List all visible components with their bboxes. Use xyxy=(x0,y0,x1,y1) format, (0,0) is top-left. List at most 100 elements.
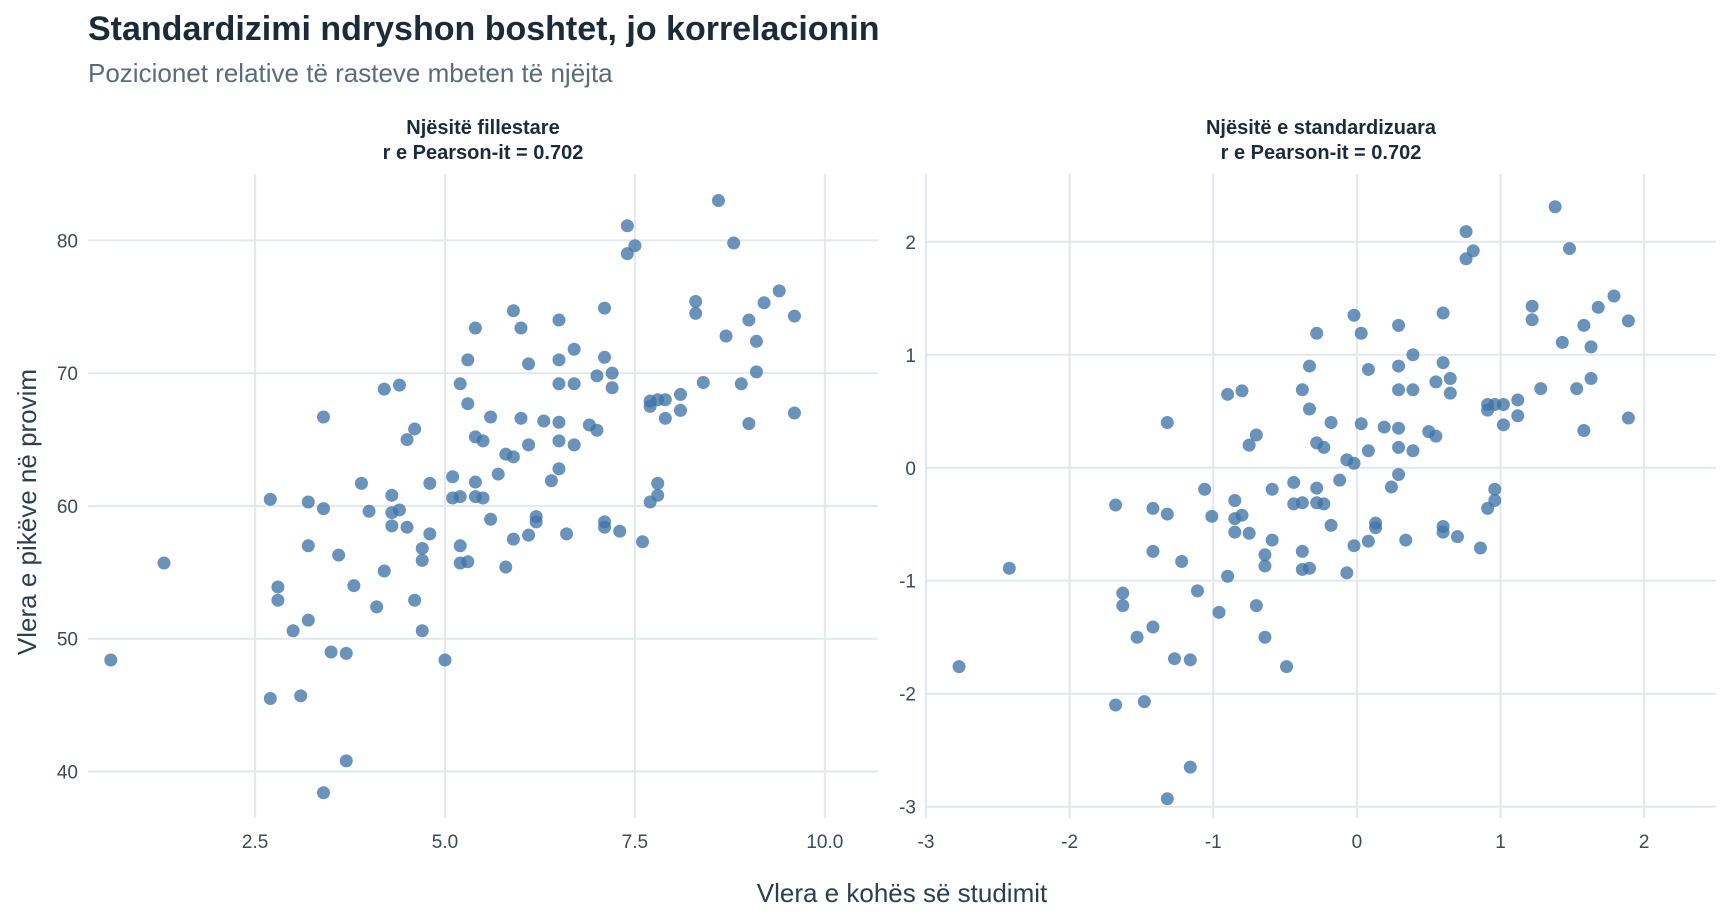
data-point xyxy=(332,548,346,562)
data-point xyxy=(104,653,118,667)
data-point xyxy=(1459,225,1473,239)
data-point xyxy=(1347,456,1361,470)
data-point xyxy=(1392,421,1406,435)
data-point xyxy=(1488,482,1502,496)
data-point xyxy=(1303,402,1317,416)
data-point xyxy=(1384,480,1398,494)
data-point xyxy=(757,296,771,310)
data-point xyxy=(1525,299,1539,313)
data-point xyxy=(772,284,786,298)
panel-standardized-grid xyxy=(925,174,1716,818)
data-point xyxy=(567,377,581,391)
data-point xyxy=(415,541,429,555)
y-tick-label: 2 xyxy=(905,233,916,254)
data-point xyxy=(719,329,733,343)
data-point xyxy=(263,492,277,506)
data-point xyxy=(1324,416,1338,430)
data-point xyxy=(1525,313,1539,327)
data-point xyxy=(1130,630,1144,644)
data-point xyxy=(749,365,763,379)
data-point xyxy=(1303,561,1317,575)
data-point xyxy=(514,411,528,425)
data-point xyxy=(1310,326,1324,340)
data-point xyxy=(1621,411,1635,425)
data-point xyxy=(1258,559,1272,573)
panel-standardized-x-ticks: -3 -2 -1 0 1 2 xyxy=(918,832,1650,853)
data-point xyxy=(787,309,801,323)
data-point xyxy=(674,403,687,417)
data-point xyxy=(749,334,763,348)
data-point xyxy=(1591,300,1605,314)
data-point xyxy=(1570,382,1584,396)
data-point xyxy=(1183,760,1197,774)
data-point xyxy=(1436,525,1450,539)
panel-standardized-y-ticks: -3 -2 -1 0 1 2 xyxy=(899,233,916,819)
data-point xyxy=(1280,660,1294,674)
data-point xyxy=(1406,444,1420,458)
data-point xyxy=(1160,792,1174,806)
data-point xyxy=(567,438,581,452)
data-point xyxy=(392,378,406,392)
data-point xyxy=(484,410,498,424)
data-point xyxy=(1333,473,1347,487)
data-point xyxy=(1429,429,1443,443)
data-point xyxy=(1340,566,1354,580)
data-point xyxy=(1436,306,1450,320)
data-point xyxy=(1109,498,1123,512)
data-point xyxy=(1496,418,1510,432)
data-point xyxy=(347,579,361,593)
data-point xyxy=(560,527,574,541)
data-point xyxy=(1354,417,1368,431)
panel-original-title: Njësitë fillestare xyxy=(406,117,559,139)
data-point xyxy=(499,560,513,574)
data-point xyxy=(1621,314,1635,328)
data-point xyxy=(552,462,566,476)
data-point xyxy=(1221,387,1235,401)
data-point xyxy=(423,527,437,541)
data-point xyxy=(1584,371,1598,385)
x-tick-label: 10.0 xyxy=(806,832,843,853)
data-point xyxy=(157,556,171,570)
data-point xyxy=(711,194,725,208)
data-point xyxy=(1160,507,1174,521)
data-point xyxy=(301,613,315,627)
data-point xyxy=(529,515,543,529)
data-point xyxy=(1198,482,1212,496)
data-point xyxy=(400,433,414,447)
data-point xyxy=(1548,200,1562,214)
data-point xyxy=(567,342,581,356)
data-point xyxy=(1377,420,1391,434)
x-tick-label: 2.5 xyxy=(242,832,268,853)
data-point xyxy=(438,653,452,667)
data-point xyxy=(506,304,520,318)
data-point xyxy=(1392,440,1406,454)
data-point xyxy=(1205,509,1219,523)
panel-standardized-title: Njësitë e standardizuara xyxy=(1206,117,1437,139)
data-point xyxy=(651,488,665,502)
data-point xyxy=(1287,475,1301,489)
data-point xyxy=(1183,653,1197,667)
data-point xyxy=(1429,375,1443,389)
data-point xyxy=(605,381,619,395)
data-point xyxy=(1347,539,1361,553)
data-point xyxy=(1258,630,1272,644)
panel-original: Njësitë fillestare r e Pearson-it = 0.70… xyxy=(57,117,878,853)
data-point xyxy=(522,438,536,452)
data-point xyxy=(301,539,315,553)
y-tick-label: 70 xyxy=(57,364,78,385)
data-point xyxy=(1317,497,1331,511)
x-tick-label: 5.0 xyxy=(432,832,458,853)
data-point xyxy=(605,366,619,380)
data-point xyxy=(461,353,475,367)
data-point xyxy=(552,353,566,367)
data-point xyxy=(636,535,650,549)
data-point xyxy=(1116,599,1130,613)
data-point xyxy=(453,490,467,504)
data-point xyxy=(1466,244,1480,258)
data-point xyxy=(1436,356,1450,370)
data-point xyxy=(1116,586,1130,600)
data-point xyxy=(522,357,536,371)
data-point xyxy=(1534,382,1548,396)
data-point xyxy=(1146,620,1160,634)
data-point xyxy=(590,369,604,383)
